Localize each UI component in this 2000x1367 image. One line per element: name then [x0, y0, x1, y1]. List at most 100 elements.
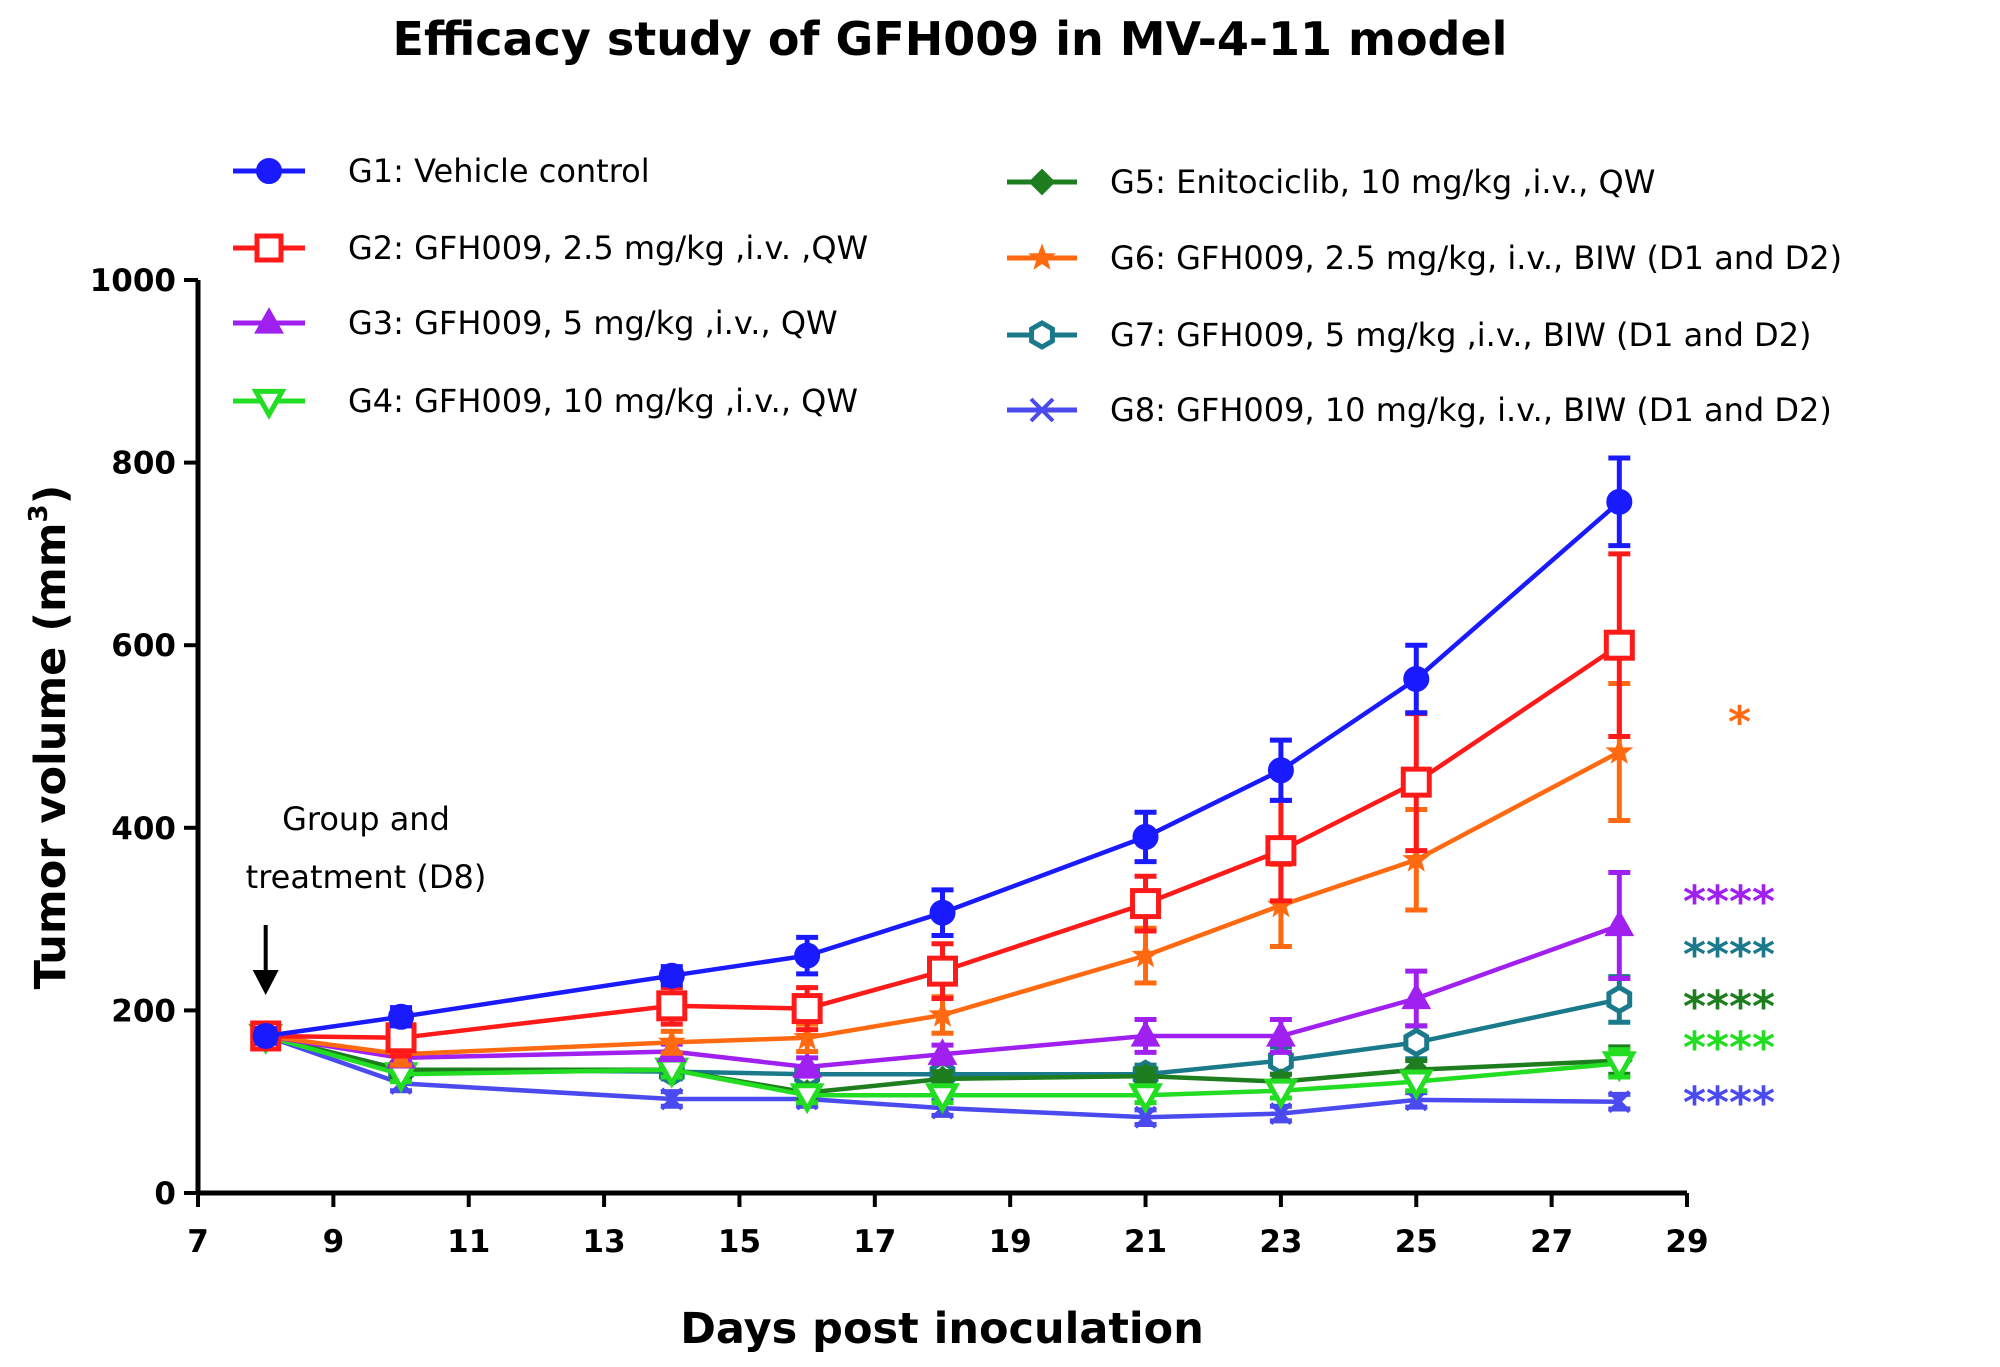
- data-point: [1029, 397, 1055, 423]
- data-point: [256, 158, 282, 184]
- data-point: [1130, 1020, 1161, 1047]
- y-tick-label: 800: [111, 446, 176, 482]
- data-point: [1400, 766, 1432, 798]
- y-tick-label: 600: [111, 628, 176, 664]
- data-point: [1130, 888, 1162, 920]
- data-point: [1132, 823, 1159, 850]
- legend-label: G2: GFH009, 2.5 mg/kg ,i.v. ,QW: [348, 229, 868, 267]
- data-point-stroke: [1607, 1090, 1631, 1114]
- legend-item-3: G3: GFH009, 5 mg/kg ,i.v., QW: [233, 304, 838, 342]
- x-tick-label: 21: [1124, 1224, 1167, 1260]
- data-point: [1402, 845, 1431, 872]
- data-point-stroke: [660, 1087, 684, 1111]
- legend-item-1: G1: Vehicle control: [233, 152, 650, 190]
- x-tick-label: 11: [447, 1224, 490, 1260]
- data-point: [1028, 168, 1056, 196]
- data-point: [1263, 1078, 1299, 1110]
- x-tick-label: 7: [187, 1224, 209, 1260]
- legend-item-7: G7: GFH009, 5 mg/kg ,i.v., BIW (D1 and D…: [1007, 316, 1812, 354]
- legend-item-6: G6: GFH009, 2.5 mg/kg, i.v., BIW (D1 and…: [1007, 239, 1842, 277]
- data-point-stroke: [1029, 397, 1055, 423]
- data-point: [1134, 1105, 1157, 1129]
- x-tick-label: 13: [583, 1224, 626, 1260]
- legend-label: G5: Enitociclib, 10 mg/kg ,i.v., QW: [1110, 163, 1655, 201]
- data-point: [254, 233, 284, 263]
- data-point: [1267, 757, 1294, 784]
- x-tick-label: 27: [1530, 1224, 1573, 1260]
- data-point: [1269, 1102, 1293, 1125]
- legend-item-2: G2: GFH009, 2.5 mg/kg ,i.v. ,QW: [233, 229, 868, 267]
- significance-markers: *********************: [1683, 697, 1775, 1129]
- y-tick-label: 400: [111, 811, 176, 847]
- data-point: [793, 1023, 822, 1050]
- data-point: [1265, 835, 1297, 867]
- y-tick-label: 200: [111, 993, 176, 1029]
- data-point: [928, 1000, 957, 1027]
- data-point: [927, 955, 958, 987]
- data-point-stroke: [1134, 1105, 1157, 1129]
- data-point: [1401, 982, 1432, 1010]
- data-point: [658, 962, 685, 989]
- data-point: [789, 1083, 825, 1115]
- y-ticks: 0 200 400 600 800 1000: [90, 263, 198, 1212]
- annotation-arrow-head: [252, 970, 279, 995]
- data-point: [927, 1038, 958, 1065]
- data-point: [1603, 629, 1635, 661]
- x-tick-label: 15: [718, 1224, 761, 1260]
- legend-label: G4: GFH009, 10 mg/kg ,i.v., QW: [348, 382, 858, 420]
- y-axis-title-main: Tumor volume (mm: [26, 522, 76, 989]
- data-series: [248, 455, 1637, 1129]
- data-point: [1265, 1020, 1296, 1047]
- legend-label: G1: Vehicle control: [348, 152, 650, 190]
- legend-label: G6: GFH009, 2.5 mg/kg, i.v., BIW (D1 and…: [1110, 239, 1842, 277]
- data-point: [656, 990, 688, 1022]
- series-4: [248, 1023, 1637, 1115]
- data-point: [794, 942, 821, 969]
- data-point: [1605, 737, 1634, 764]
- legend-item-4: G4: GFH009, 10 mg/kg ,i.v., QW: [233, 382, 858, 420]
- legend-item-8: G8: GFH009, 10 mg/kg, i.v., BIW (D1 and …: [1007, 391, 1832, 429]
- data-point: [254, 307, 284, 334]
- y-tick-label: 1000: [90, 263, 176, 299]
- data-point: [1131, 940, 1160, 968]
- x-tick-label: 19: [989, 1224, 1032, 1260]
- legend-label: G8: GFH009, 10 mg/kg, i.v., BIW (D1 and …: [1110, 391, 1832, 429]
- x-ticks: 7 9 11 13 15 17 19 21 23 25 27 29: [187, 1193, 1709, 1260]
- data-point: [1607, 1090, 1631, 1114]
- significance-label: ****: [1683, 930, 1775, 981]
- data-point: [1604, 909, 1635, 937]
- y-tick-label: 0: [154, 1176, 176, 1212]
- data-point: [251, 388, 287, 420]
- data-point: [388, 1003, 415, 1030]
- y-axis-title-close: ): [26, 485, 76, 505]
- y-axis-title-superscript: 3: [24, 504, 54, 522]
- chart-title: Efficacy study of GFH009 in MV-4-11 mode…: [393, 12, 1508, 66]
- legend-label: G3: GFH009, 5 mg/kg ,i.v., QW: [348, 304, 838, 342]
- treatment-annotation: Group and treatment (D8): [246, 800, 486, 995]
- x-tick-label: 9: [323, 1224, 345, 1260]
- x-tick-label: 17: [853, 1224, 896, 1260]
- axes: [195, 280, 1687, 1196]
- data-point: [929, 899, 956, 926]
- legend-item-5: G5: Enitociclib, 10 mg/kg ,i.v., QW: [1007, 163, 1655, 201]
- legend: G1: Vehicle control G2: GFH009, 2.5 mg/kg…: [233, 152, 1842, 429]
- significance-label: ****: [1683, 877, 1775, 928]
- y-axis-title: Tumor volume (mm3): [24, 485, 76, 990]
- data-point-stroke: [1269, 1102, 1293, 1125]
- series-2: [250, 551, 1635, 1059]
- data-point: [660, 1087, 684, 1111]
- data-point: [1606, 488, 1633, 515]
- significance-label: ****: [1683, 1023, 1775, 1074]
- x-tick-label: 29: [1665, 1224, 1708, 1260]
- data-point: [252, 1022, 279, 1049]
- data-point: [1128, 1083, 1164, 1115]
- series-1: [252, 455, 1633, 1049]
- significance-label: *: [1728, 697, 1751, 748]
- x-tick-label: 25: [1395, 1224, 1438, 1260]
- data-point: [791, 993, 823, 1025]
- data-point: [1029, 320, 1055, 350]
- data-point: [657, 1027, 686, 1055]
- data-point: [1027, 243, 1057, 270]
